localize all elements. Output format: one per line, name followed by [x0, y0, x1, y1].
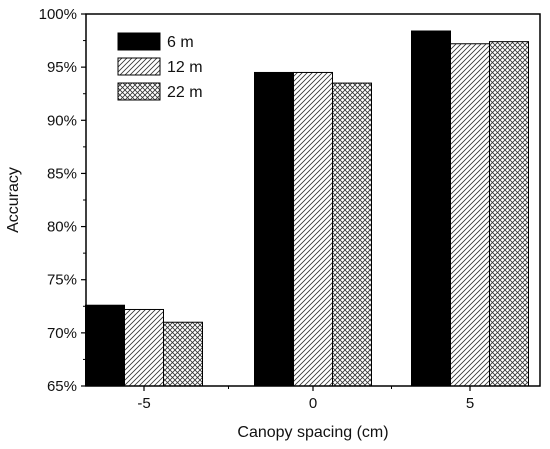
- legend-swatch: [117, 32, 161, 51]
- bar-12m-cat0: [124, 308, 164, 387]
- y-tick-label: 75%: [47, 272, 77, 289]
- bar-6m-cat0: [85, 304, 125, 387]
- y-tick-label: 70%: [47, 325, 77, 342]
- y-tick-label: 65%: [47, 378, 77, 395]
- y-axis: 65% 70% 75% 80% 85% 90% 95% 100%: [39, 6, 86, 395]
- x-tick-label: -5: [137, 395, 150, 412]
- bars-group: [85, 30, 529, 387]
- y-tick-label: 95%: [47, 59, 77, 76]
- y-tick-label: 100%: [39, 6, 77, 23]
- y-tick-label: 85%: [47, 165, 77, 182]
- legend-swatch: [117, 82, 161, 101]
- legend-label: 22 m: [167, 84, 203, 101]
- bar-22m-cat2: [489, 41, 529, 387]
- bar-12m-cat2: [450, 43, 490, 387]
- legend-label: 12 m: [167, 59, 203, 76]
- bar-6m-cat1: [254, 71, 294, 387]
- legend: 6 m 12 m 22 m: [117, 32, 203, 101]
- x-axis: -5 0 5: [137, 386, 474, 412]
- x-axis-label: Canopy spacing (cm): [237, 424, 388, 441]
- x-tick-label: 5: [466, 395, 474, 412]
- y-tick-label: 90%: [47, 112, 77, 129]
- legend-label: 6 m: [167, 34, 194, 51]
- x-tick-label: 0: [309, 395, 317, 412]
- bar-22m-cat0: [163, 321, 203, 387]
- y-axis-label: Accuracy: [5, 167, 22, 233]
- y-tick-label: 80%: [47, 219, 77, 236]
- legend-swatch: [117, 57, 161, 76]
- bar-6m-cat2: [411, 30, 451, 387]
- bar-22m-cat1: [332, 82, 372, 387]
- bar-12m-cat1: [293, 71, 333, 387]
